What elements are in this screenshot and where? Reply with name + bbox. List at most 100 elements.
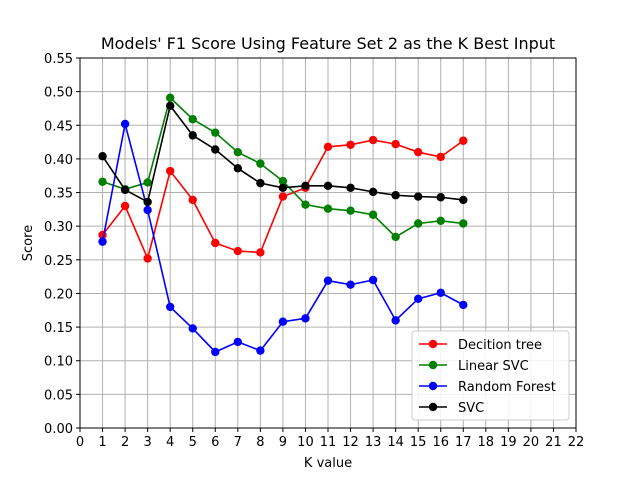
data-point-decition-tree xyxy=(211,238,220,248)
data-point-decition-tree xyxy=(391,139,400,149)
y-tick-label: 0.00 xyxy=(44,422,73,437)
x-tick-label: 17 xyxy=(455,435,472,450)
y-tick-label: 0.30 xyxy=(44,220,73,235)
data-point-linear-svc xyxy=(368,210,378,219)
data-point-random-forest xyxy=(436,288,445,297)
data-point-linear-svc xyxy=(278,176,288,186)
data-point-linear-svc xyxy=(459,219,468,228)
y-tick-label: 0.50 xyxy=(44,86,73,101)
legend-swatch-marker-decition-tree xyxy=(428,339,438,349)
data-point-decition-tree xyxy=(436,152,445,162)
legend-swatch-marker-linear-svc xyxy=(428,360,438,370)
x-tick-label: 19 xyxy=(500,435,517,450)
legend-label-svc: SVC xyxy=(458,401,484,416)
data-point-linear-svc xyxy=(346,206,355,215)
y-axis-label: Score xyxy=(21,225,36,261)
chart-title: Models' F1 Score Using Feature Set 2 as … xyxy=(101,34,555,53)
data-point-random-forest xyxy=(188,324,197,333)
legend: Decition tree Linear SVC Random Forest SVC xyxy=(411,330,570,421)
data-point-decition-tree xyxy=(120,201,130,211)
data-point-svc xyxy=(188,131,197,140)
legend-label-decition-tree: Decition tree xyxy=(458,338,542,353)
x-tick-label: 14 xyxy=(387,435,404,450)
x-tick-label: 10 xyxy=(297,435,314,450)
x-tick-label: 20 xyxy=(523,435,540,450)
data-point-random-forest xyxy=(413,294,423,304)
data-point-linear-svc xyxy=(391,232,400,242)
data-point-random-forest xyxy=(391,316,400,325)
data-point-svc xyxy=(413,192,423,201)
data-point-svc xyxy=(278,183,288,193)
x-tick-label: 9 xyxy=(279,435,287,450)
data-point-decition-tree xyxy=(346,140,355,149)
data-point-random-forest xyxy=(256,346,265,355)
data-point-random-forest xyxy=(323,276,333,285)
x-tick-label: 22 xyxy=(568,435,585,450)
data-point-random-forest xyxy=(278,317,288,326)
data-point-random-forest xyxy=(346,280,355,289)
data-point-linear-svc xyxy=(323,204,333,213)
data-point-random-forest xyxy=(301,314,310,323)
data-point-linear-svc xyxy=(413,219,423,228)
data-point-decition-tree xyxy=(368,135,378,145)
data-point-decition-tree xyxy=(188,195,197,205)
data-point-decition-tree xyxy=(143,254,152,263)
data-point-random-forest xyxy=(211,347,220,357)
y-tick-label: 0.35 xyxy=(44,187,73,202)
x-axis-label: K value xyxy=(304,456,352,471)
x-tick-label: 4 xyxy=(166,435,174,450)
data-point-decition-tree xyxy=(323,142,333,151)
data-point-decition-tree xyxy=(413,147,423,157)
data-point-linear-svc xyxy=(165,93,175,102)
x-tick-label: 7 xyxy=(234,435,242,450)
data-point-svc xyxy=(211,145,220,154)
x-tick-label: 11 xyxy=(320,435,337,450)
data-point-decition-tree xyxy=(256,248,265,257)
data-point-svc xyxy=(368,187,378,197)
data-point-linear-svc xyxy=(98,177,107,186)
data-point-random-forest xyxy=(143,205,152,215)
axis-ticks: 0 1 2 3 4 5 6 7 8 9 10 11 12 13 14 15 16 17 18 19 20 21 220.00… xyxy=(44,52,584,450)
data-point-linear-svc xyxy=(436,216,445,225)
data-point-decition-tree xyxy=(165,166,175,176)
x-tick-label: 2 xyxy=(121,435,129,450)
x-tick-label: 12 xyxy=(342,435,359,450)
x-tick-label: 5 xyxy=(189,435,197,450)
data-point-random-forest xyxy=(459,300,468,310)
data-point-random-forest xyxy=(233,337,243,347)
data-point-svc xyxy=(346,183,355,193)
data-point-random-forest xyxy=(120,119,130,129)
data-point-decition-tree xyxy=(278,192,288,201)
x-tick-label: 6 xyxy=(211,435,219,450)
data-point-svc xyxy=(256,178,265,188)
y-tick-label: 0.45 xyxy=(44,119,73,134)
y-tick-label: 0.10 xyxy=(44,355,73,370)
data-point-svc xyxy=(143,197,152,207)
legend-swatch-marker-svc xyxy=(428,402,438,412)
data-point-svc xyxy=(391,191,400,200)
data-point-svc xyxy=(120,185,130,195)
x-tick-label: 0 xyxy=(76,435,84,450)
x-tick-label: 13 xyxy=(365,435,382,450)
legend-label-linear-svc: Linear SVC xyxy=(458,359,529,374)
data-point-svc xyxy=(165,101,175,110)
x-tick-label: 16 xyxy=(432,435,449,450)
data-point-svc xyxy=(98,152,107,161)
legend-swatch-marker-random-forest xyxy=(428,381,438,391)
data-point-svc xyxy=(323,181,333,191)
x-tick-label: 21 xyxy=(545,435,562,450)
data-point-linear-svc xyxy=(143,178,152,187)
data-point-svc xyxy=(459,195,468,205)
legend-label-random-forest: Random Forest xyxy=(458,380,556,395)
legend-box xyxy=(411,330,570,421)
data-point-decition-tree xyxy=(233,246,243,256)
series-lines xyxy=(98,93,468,357)
x-tick-label: 15 xyxy=(410,435,427,450)
data-point-svc xyxy=(233,164,243,173)
data-point-svc xyxy=(436,193,445,202)
y-tick-label: 0.15 xyxy=(44,321,73,336)
x-tick-label: 3 xyxy=(143,435,151,450)
data-point-linear-svc xyxy=(301,200,310,209)
data-point-random-forest xyxy=(368,275,378,285)
